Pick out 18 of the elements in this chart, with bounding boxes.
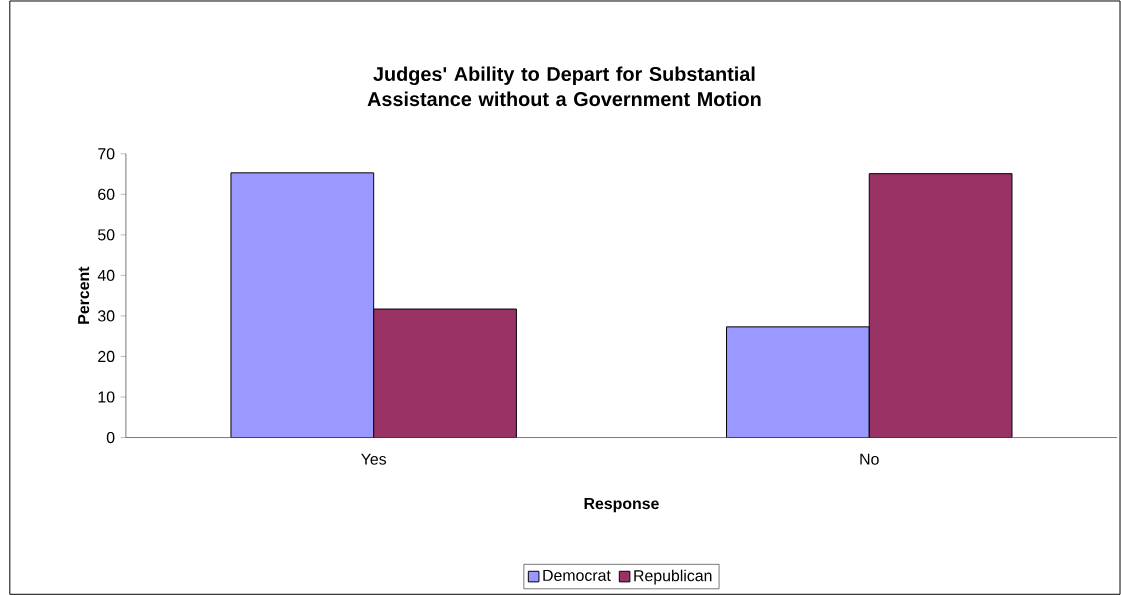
bar (726, 326, 870, 438)
x-tick-label: Yes (361, 453, 387, 465)
bar (373, 308, 517, 438)
y-tick-label: 60 (98, 188, 115, 200)
y-tick-label: 0 (106, 431, 115, 443)
x-axis-title: Response (584, 497, 659, 513)
y-tick-label: 20 (98, 350, 115, 362)
chart-title: Judges' Ability to Depart for Substantial Assistance without a Government Motion (367, 66, 761, 107)
legend-label: Republican (634, 569, 712, 585)
y-tick-label: 10 (98, 391, 115, 403)
y-tick-label: 40 (97, 269, 115, 281)
y-tick-label: 30 (97, 310, 115, 322)
x-tick-label: No (860, 453, 879, 465)
y-axis-title: Percent (78, 266, 90, 324)
bar (230, 172, 375, 438)
y-tick-label: 50 (98, 229, 115, 241)
legend-label: Democrat (543, 569, 611, 581)
y-tick-label: 70 (98, 148, 115, 160)
